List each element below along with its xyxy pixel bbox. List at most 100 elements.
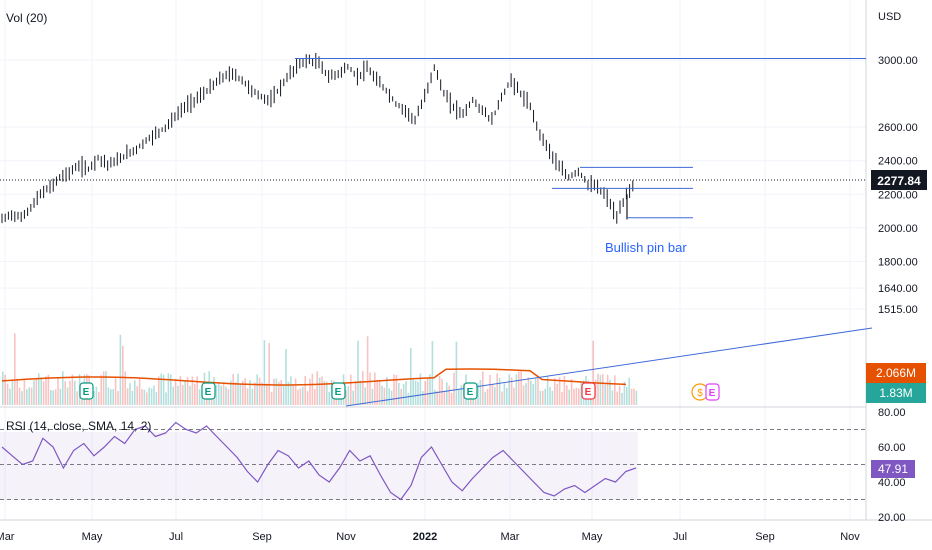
volume-bar [102,371,105,405]
rsi-legend[interactable]: RSI (14, close, SMA, 14, 2) [6,419,151,433]
volume-bar [42,381,45,405]
volume-bar [21,391,23,405]
volume-bar [126,388,129,405]
volume-bar [198,389,201,405]
volume-bar [297,389,299,405]
volume-bar [122,345,124,405]
earnings-marker [201,382,216,400]
volume-bar [446,382,448,405]
annotation-label[interactable]: Bullish pin bar [605,240,687,255]
time-tick-label: Sep [252,531,272,543]
volume-bar [561,391,563,405]
price-tick-label: 1515.00 [878,304,918,316]
price-tick-label: 2000.00 [878,223,918,235]
price-axis[interactable]: 3000.00 2600.00 2400.00 2200.00 2000.00 1800.… [878,55,918,316]
volume-bar [270,391,273,405]
volume-bar [280,380,282,405]
volume-bar [534,378,537,405]
price-tick-label: 1800.00 [878,256,918,268]
price-tick-label: 3000.00 [878,55,918,67]
volume-bar [234,382,237,405]
volume-bar [570,379,573,405]
rsi-axis[interactable]: 80.00 60.00 40.00 20.00 [878,407,906,524]
volume-bar [318,377,321,405]
volume-bar [263,340,266,405]
volume-bar [618,385,621,405]
volume-bar [484,391,486,405]
volume-bar [602,374,604,405]
volume-bar [630,388,633,405]
volume-bar [575,387,578,405]
volume-bar [158,376,160,405]
volume-bar [407,392,410,405]
volume-bar [496,373,498,405]
earnings-marker [705,383,720,401]
volume-bar [28,387,30,405]
event-markers[interactable]: E E E E E $ E [79,382,720,401]
volume-bar [532,384,534,405]
volume-bar [54,389,57,405]
trend-line[interactable] [345,327,873,407]
volume-bar [14,333,16,405]
volume-bar [366,336,369,405]
volume-bar [357,340,359,405]
volume-bar [458,388,460,405]
volume-bar [542,390,544,405]
volume-bar [148,387,150,405]
time-axis[interactable]: Mar May Jul Sep Nov 2022 Mar May Jul Sep Nov [0,531,860,543]
volume-bar [580,381,582,405]
volume-bar [352,390,354,405]
time-tick-label: May [82,531,103,543]
volume-bar [347,386,350,405]
volume-legend[interactable]: Vol (20) [6,11,47,25]
volume-bar [4,374,6,405]
price-tick-label: 2200.00 [878,189,918,201]
volume-bar [611,390,614,405]
volume-bar [215,384,218,405]
volume-bar [134,380,136,405]
volume-bar [47,374,50,405]
rsi-value: 47.91 [878,462,908,476]
volume-bar [323,380,326,405]
volume-bar [141,389,143,405]
volume-bar [6,383,9,405]
earnings-marker [331,382,346,400]
volume-bar [9,388,11,405]
volume-bar [614,375,616,405]
volume-bar [242,380,244,405]
volume-bar [417,381,419,405]
volume-bar [57,377,59,405]
volume-bar [369,372,371,405]
volume-bar [304,376,306,405]
volume-bar [18,387,21,405]
volume-bar [129,383,131,405]
volume-bar [486,388,489,405]
volume-bar [616,391,618,405]
horizontal-levels[interactable] [295,57,866,219]
volume-bar [62,371,64,405]
volume-bar [434,389,436,405]
volume-bar [100,375,102,405]
volume-bar [604,384,606,405]
volume-bar [388,388,390,405]
rsi-tick-label: 40.00 [878,477,906,489]
volume-bar [453,372,455,405]
volume-bar [261,382,263,405]
volume-bar [345,390,347,405]
volume-bar [414,380,417,405]
volume-bar [544,388,546,405]
volume-bar [50,389,52,405]
volume-bar [273,378,275,405]
volume-bar [112,389,114,405]
volume-bar [251,388,254,405]
volume-bar [383,387,386,405]
volume-bar [378,380,381,405]
volume-bar [376,379,378,405]
volume-bar [436,391,438,405]
volume-bar [431,341,434,405]
time-tick-label: Nov [840,531,860,543]
volume-bar [527,377,530,405]
volume-bar [256,374,258,405]
volume-bar [282,385,285,405]
